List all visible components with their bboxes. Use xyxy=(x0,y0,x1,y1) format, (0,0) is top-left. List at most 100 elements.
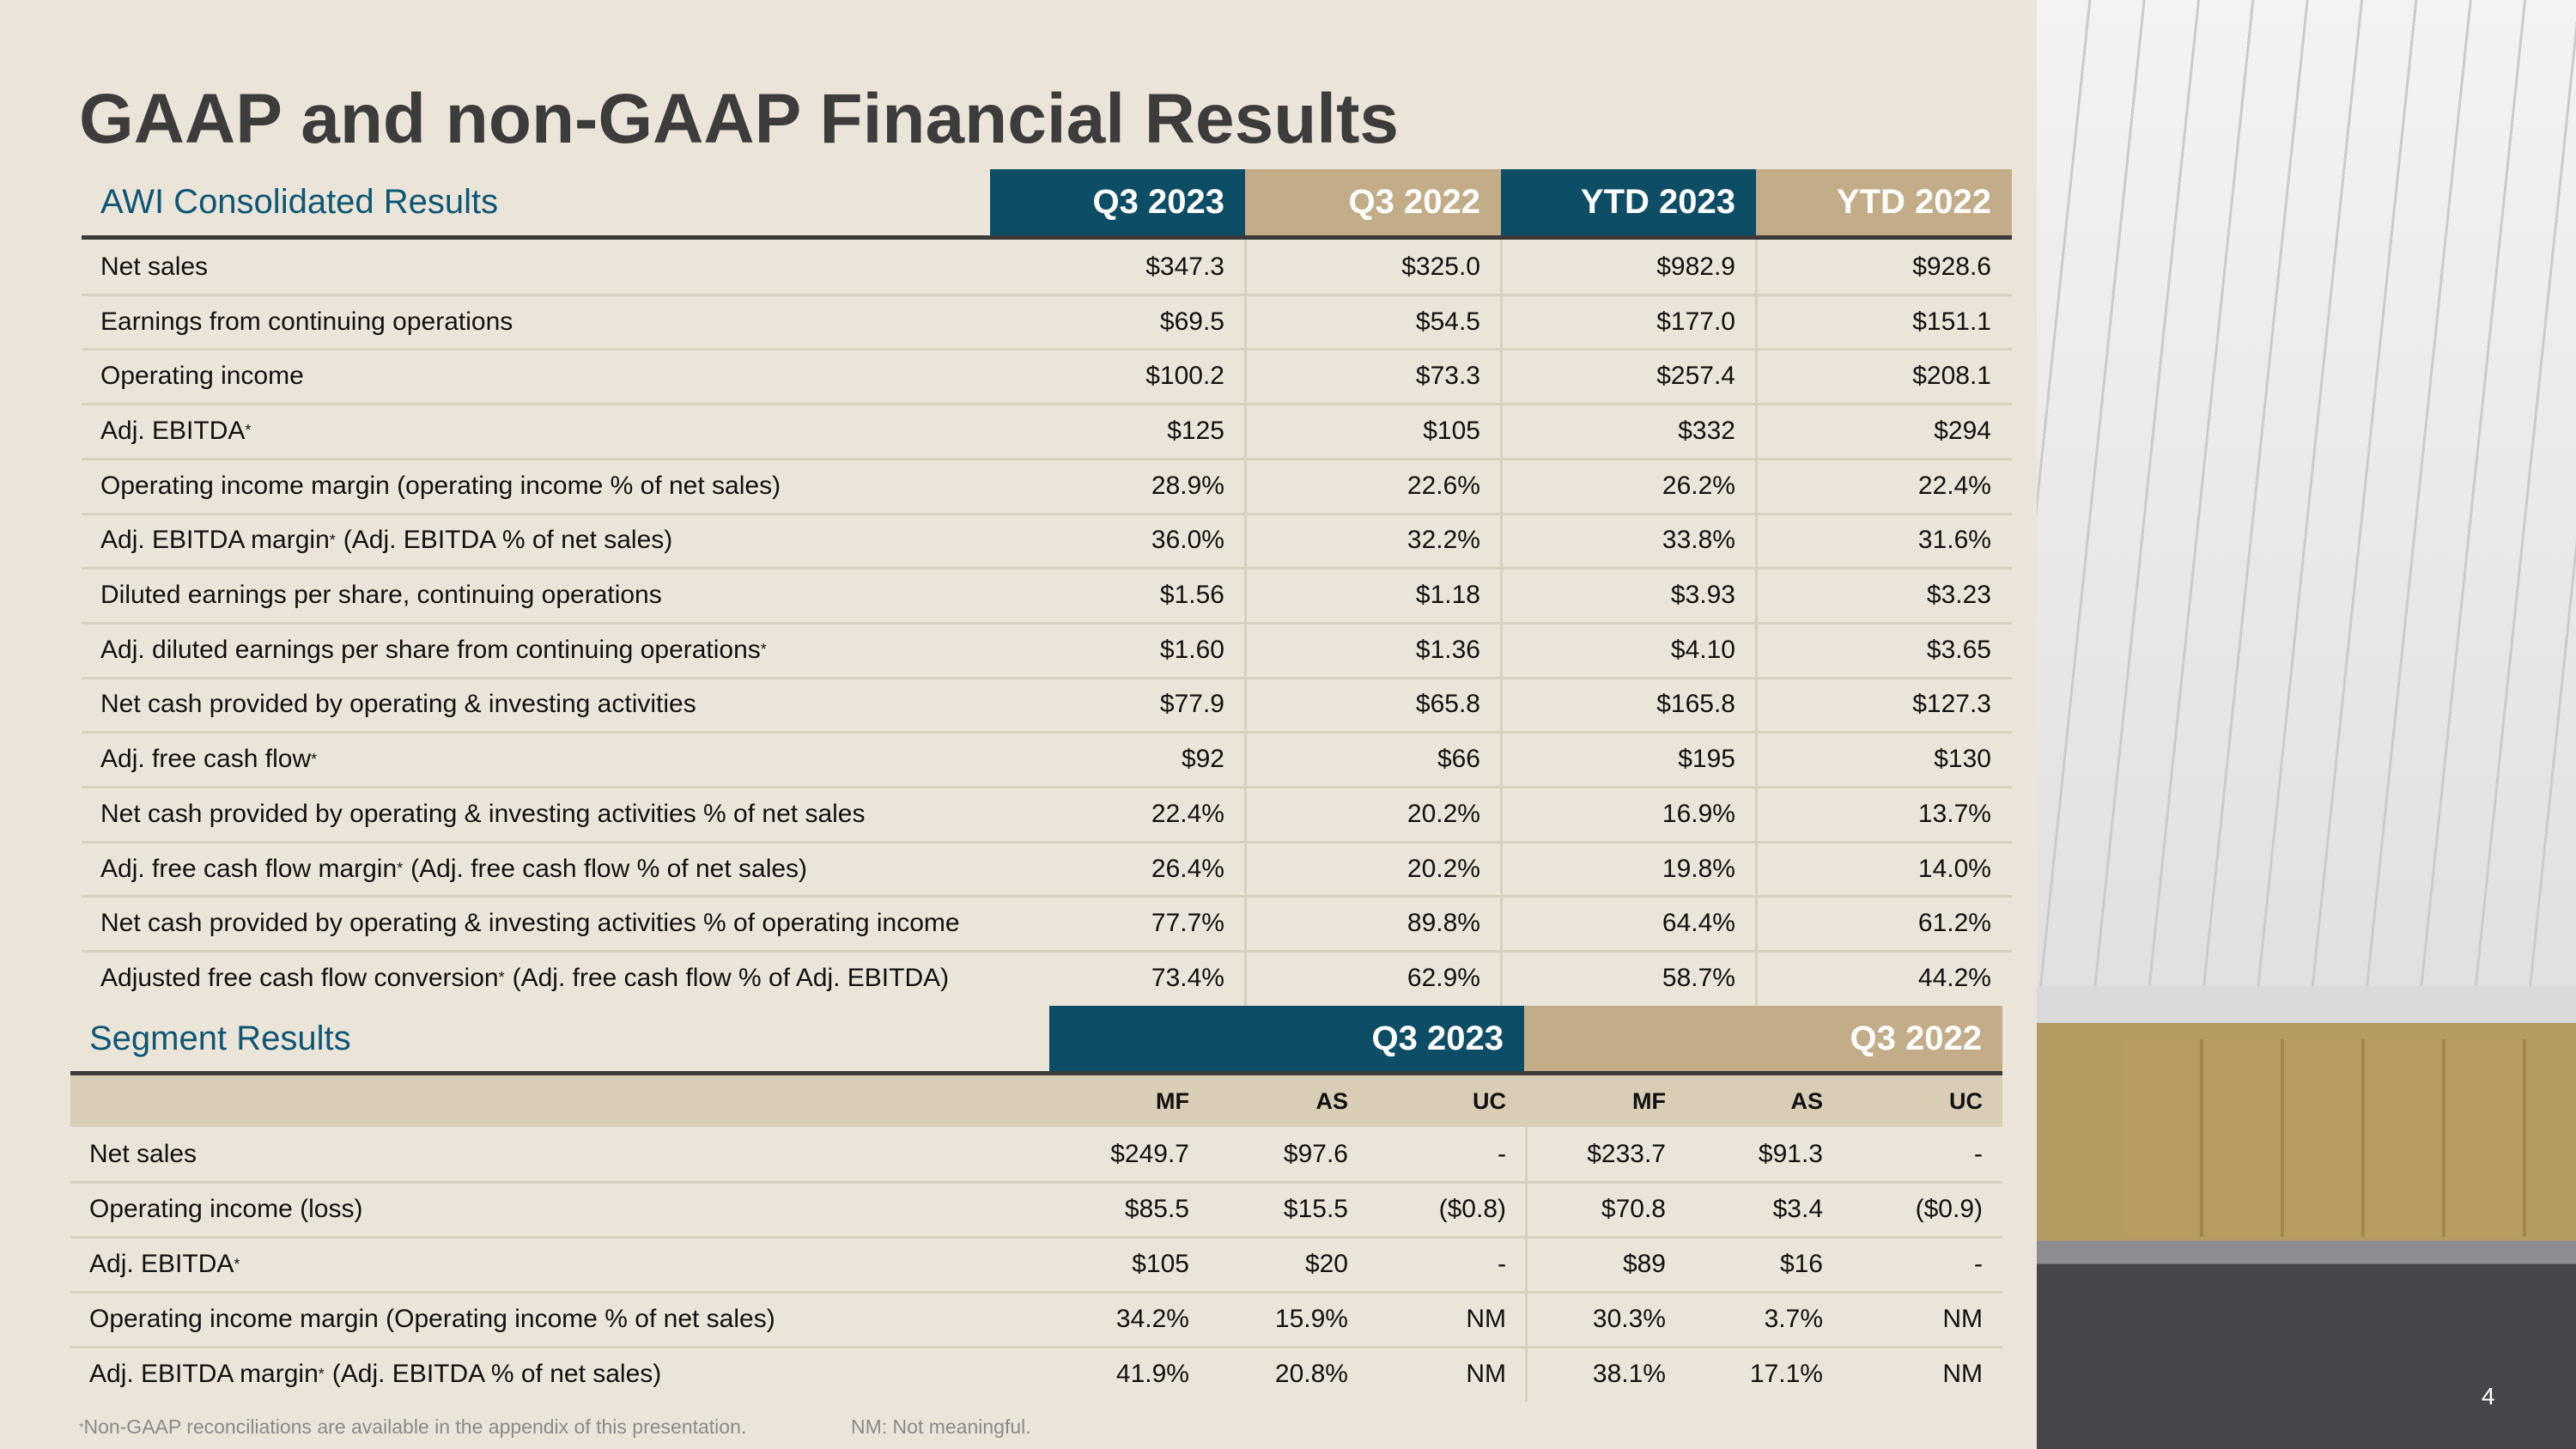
row-label: Adj. EBITDA margin * (Adj. EBITDA % of net… xyxy=(82,514,990,569)
value-cell: $928.6 xyxy=(1912,252,1991,281)
row-label: Operating income xyxy=(82,349,990,404)
room-photo xyxy=(2037,0,2576,1449)
row-label: Operating income margin (Operating incom… xyxy=(70,1292,1049,1347)
footnote: * Non-GAAP reconciliations are available … xyxy=(79,1412,835,1441)
row-divider xyxy=(70,1346,2002,1349)
row-divider xyxy=(82,293,2012,296)
column-divider xyxy=(1500,240,1503,1006)
footnote-text: Non-GAAP reconciliations are available i… xyxy=(83,1415,747,1438)
value-cell: $332 xyxy=(1678,416,1735,445)
header-rule xyxy=(70,1071,2002,1075)
label-text: Adj. diluted earnings per share from con… xyxy=(100,635,761,664)
label-text: Operating income margin (Operating incom… xyxy=(89,1305,775,1333)
value-cell: $3.23 xyxy=(1926,581,1991,610)
label-text: Net cash provided by operating & investi… xyxy=(100,690,696,719)
footnote-mark: * xyxy=(234,1255,240,1273)
row-divider xyxy=(70,1291,2002,1294)
row-label: Net sales xyxy=(82,240,990,295)
value-cell: ($0.8) xyxy=(1438,1195,1506,1223)
footnote-mark: * xyxy=(245,422,252,440)
row-divider xyxy=(82,567,2012,570)
value-cell: 22.4% xyxy=(1917,471,1991,500)
value-cell: 16.9% xyxy=(1662,799,1735,828)
label-text: Operating income xyxy=(100,362,304,391)
value-cell: 36.0% xyxy=(1151,526,1224,555)
value-cell: ($0.9) xyxy=(1915,1195,1983,1223)
row-label: Adjusted free cash flow conversion * (Adj.… xyxy=(82,951,990,1006)
column-header: YTD 2023 xyxy=(1501,169,1756,235)
row-divider xyxy=(70,1236,2002,1239)
label-suffix: (Adj. EBITDA % of net sales) xyxy=(331,1360,662,1388)
subcolumn-header: AS xyxy=(1315,1087,1348,1114)
row-label: Diluted earnings per share, continuing o… xyxy=(82,568,990,623)
label-text: Adj. EBITDA xyxy=(89,1250,234,1278)
footnote-mark: * xyxy=(79,1420,84,1434)
value-cell: $982.9 xyxy=(1656,252,1735,281)
row-divider xyxy=(82,676,2012,679)
value-cell: 26.2% xyxy=(1662,471,1735,500)
value-cell: $195 xyxy=(1678,745,1735,774)
value-cell: - xyxy=(1498,1250,1506,1278)
value-cell: $249.7 xyxy=(1110,1140,1189,1168)
page-number: 4 xyxy=(2482,1383,2495,1409)
footnote-mark: * xyxy=(311,750,318,768)
value-cell: $325.0 xyxy=(1401,252,1480,281)
label-suffix: (Adj. free cash flow % of Adj. EBITDA) xyxy=(512,963,950,992)
value-cell: 77.7% xyxy=(1151,909,1224,938)
value-cell: $15.5 xyxy=(1283,1195,1348,1223)
row-label: Adj. free cash flow * xyxy=(82,732,990,787)
value-cell: $97.6 xyxy=(1283,1140,1348,1168)
value-cell: 34.2% xyxy=(1115,1305,1189,1333)
row-label: Adj. diluted earnings per share from con… xyxy=(82,623,990,678)
row-label: Adj. free cash flow margin * (Adj. free ca… xyxy=(82,842,990,897)
value-cell: 89.8% xyxy=(1406,909,1480,938)
section-heading: AWI Consolidated Results xyxy=(100,183,499,221)
row-label: Net sales xyxy=(70,1127,1049,1182)
value-cell: 44.2% xyxy=(1917,963,1991,992)
value-cell: NM xyxy=(1942,1305,1983,1333)
value-cell: $347.3 xyxy=(1145,252,1224,281)
value-cell: $208.1 xyxy=(1912,362,1991,391)
label-text: Net sales xyxy=(100,252,209,281)
value-cell: - xyxy=(1974,1250,1983,1278)
footnote-mark: * xyxy=(498,969,505,987)
column-divider xyxy=(1755,240,1758,1006)
value-cell: - xyxy=(1498,1140,1506,1168)
row-divider xyxy=(82,950,2012,953)
row-divider xyxy=(82,512,2012,515)
group-divider xyxy=(1525,1127,1528,1402)
row-divider xyxy=(82,786,2012,788)
value-cell: 62.9% xyxy=(1406,963,1480,992)
value-cell: $1.56 xyxy=(1159,581,1224,610)
row-label: Operating income margin (operating incom… xyxy=(82,459,990,514)
value-cell: $85.5 xyxy=(1124,1195,1189,1223)
value-cell: 15.9% xyxy=(1274,1305,1348,1333)
footnote-mark: * xyxy=(318,1365,325,1383)
value-cell: $1.18 xyxy=(1415,581,1480,610)
value-cell: $3.93 xyxy=(1670,581,1735,610)
value-cell: 22.6% xyxy=(1406,471,1480,500)
label-text: Adj. free cash flow xyxy=(100,745,312,774)
label-text: Adj. EBITDA margin xyxy=(89,1360,319,1388)
value-cell: $16 xyxy=(1779,1250,1823,1278)
value-cell: 22.4% xyxy=(1151,799,1224,828)
label-text: Net cash provided by operating & investi… xyxy=(100,799,866,828)
value-cell: $127.3 xyxy=(1912,690,1991,719)
value-cell: $130 xyxy=(1934,745,1991,774)
value-cell: $294 xyxy=(1934,416,1991,445)
section-heading: Segment Results xyxy=(89,1019,351,1057)
nm-note: NM: Not meaningful. xyxy=(851,1415,1031,1438)
value-cell: $165.8 xyxy=(1656,690,1735,719)
column-header: Q3 2023 xyxy=(990,169,1245,235)
label-suffix: (Adj. EBITDA % of net sales) xyxy=(343,526,673,555)
value-cell: $4.10 xyxy=(1670,635,1735,664)
row-label: Adj. EBITDA margin * (Adj. EBITDA % of net… xyxy=(70,1347,1049,1402)
value-cell: 28.9% xyxy=(1151,471,1224,500)
value-cell: 20.2% xyxy=(1406,799,1480,828)
value-cell: 20.2% xyxy=(1406,854,1480,883)
row-divider xyxy=(82,895,2012,898)
value-cell: $233.7 xyxy=(1587,1140,1666,1168)
value-cell: 30.3% xyxy=(1592,1305,1666,1333)
row-label: Net cash provided by operating & investi… xyxy=(82,678,990,733)
